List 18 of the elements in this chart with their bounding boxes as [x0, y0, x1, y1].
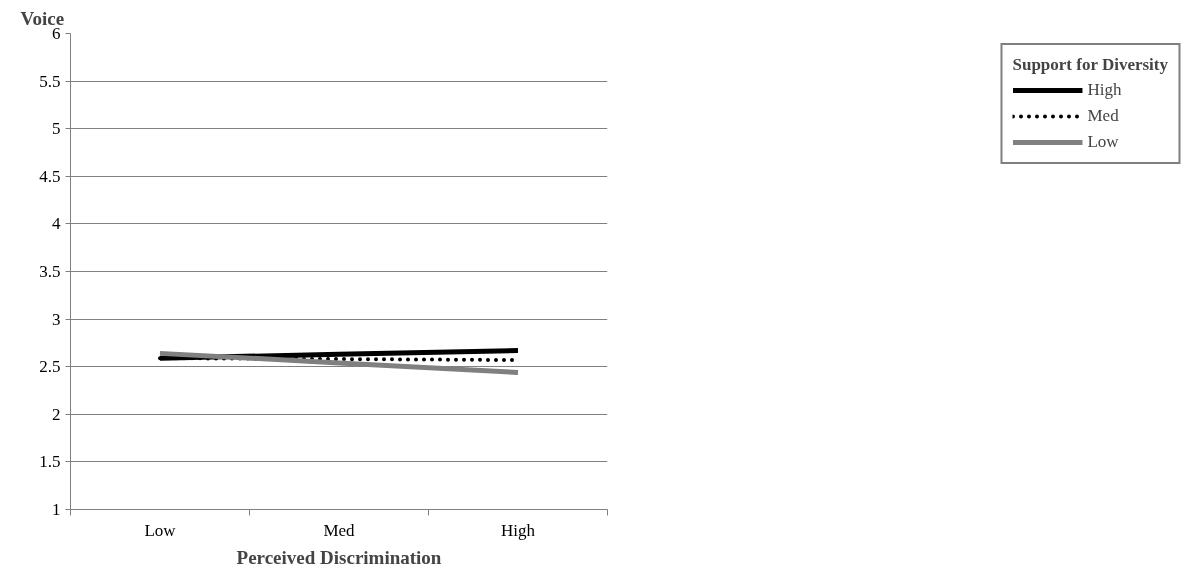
legend-label: High — [1087, 80, 1122, 100]
x-axis-title: Perceived Discrimination — [236, 546, 442, 568]
legend-label: Low — [1087, 132, 1119, 152]
x-tick-label: Med — [323, 520, 356, 540]
x-tick-label: Low — [144, 520, 177, 540]
y-tick-label: 3.5 — [39, 262, 61, 281]
y-tick-label: 5.5 — [39, 71, 61, 91]
y-tick-label: 1.5 — [39, 452, 61, 472]
y-tick-label: 5 — [52, 119, 61, 139]
legend-title: Support for Diversity — [1012, 55, 1168, 75]
y-tick-label: 2 — [52, 404, 61, 424]
legend-label: Med — [1087, 106, 1119, 126]
x-tick-label: High — [501, 520, 536, 540]
y-tick-label: 4.5 — [39, 166, 61, 186]
y-tick-label: 3 — [52, 309, 61, 329]
y-tick-label: 1 — [52, 500, 61, 519]
y-tick-label: 2.5 — [39, 357, 61, 377]
y-tick-label: 4 — [52, 214, 61, 234]
